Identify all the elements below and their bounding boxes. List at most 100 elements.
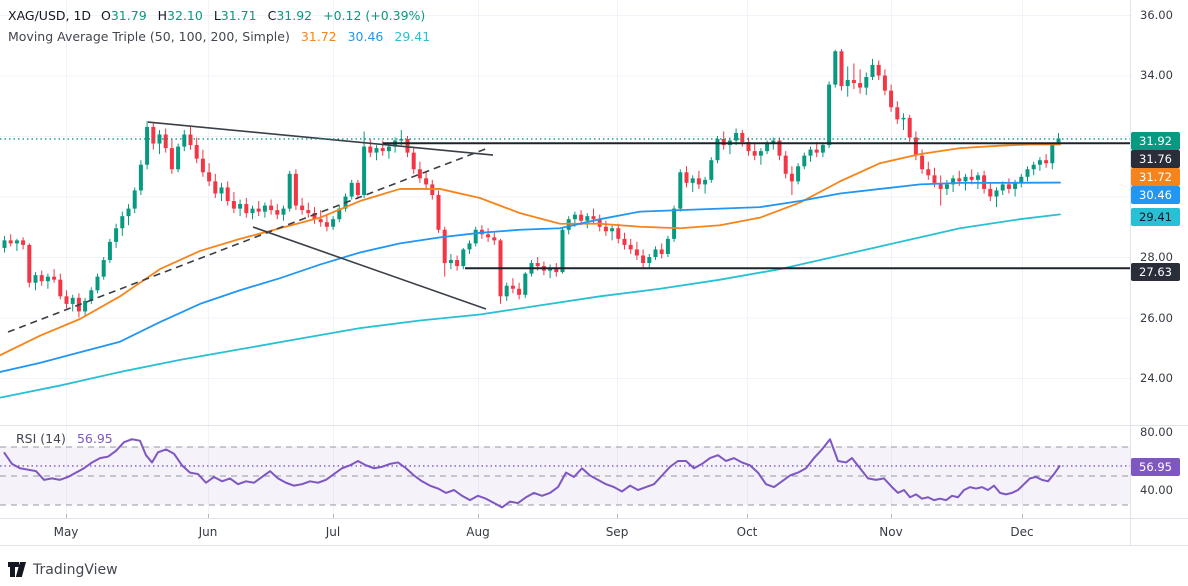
candle-body [194, 145, 199, 159]
candle-body [721, 139, 726, 146]
candle-body [405, 139, 410, 153]
ma-indicator-legend[interactable]: Moving Average Triple (50, 100, 200, Sim… [8, 29, 430, 44]
candle-body [932, 175, 937, 183]
ma-indicator-title: Moving Average Triple (50, 100, 200, Sim… [8, 29, 290, 44]
candle-body [684, 172, 689, 183]
price-badge-31.76: 31.76 [1131, 150, 1180, 168]
candle-body [64, 296, 69, 304]
candle-body [442, 229, 447, 264]
candle-body [200, 158, 205, 173]
candle-body [275, 210, 280, 215]
price-badge-29.41: 29.41 [1131, 208, 1180, 226]
candle-body [659, 249, 664, 254]
candle-body [250, 208, 255, 214]
candle-body [486, 234, 491, 238]
close-value: 31.92 [276, 8, 313, 23]
candle-body [27, 244, 32, 283]
candle-body [851, 80, 856, 84]
candle-body [182, 134, 187, 147]
candle-body [58, 279, 63, 297]
candle-body [399, 139, 404, 141]
ma50-value: 31.72 [300, 29, 337, 44]
candle-body [318, 219, 323, 223]
candle-body [746, 142, 751, 152]
candle-body [145, 126, 150, 165]
candle-body [690, 178, 695, 183]
candle-body [1044, 160, 1049, 164]
price-tick-label: 28.00 [1140, 250, 1173, 264]
candle-body [920, 155, 925, 170]
candle-body [89, 290, 94, 301]
candle-body [963, 176, 968, 182]
ma100-value: 30.46 [347, 29, 384, 44]
month-label-aug: Aug [466, 525, 490, 539]
price-tick-label: 24.00 [1140, 371, 1173, 385]
candle-body [461, 249, 466, 267]
candle-body [386, 146, 391, 152]
high-value: 32.10 [167, 8, 203, 23]
pane-separator-top[interactable] [0, 425, 1188, 426]
price-tick-label: 26.00 [1140, 311, 1173, 325]
candle-body [269, 205, 274, 211]
candle-body [287, 173, 292, 209]
candle-body [436, 194, 441, 230]
candle-body [417, 169, 422, 179]
open-label: O [101, 8, 111, 23]
candle-body [120, 216, 125, 229]
brand-wordmark: TradingView [33, 561, 118, 578]
candle-body [895, 107, 900, 120]
candle-body [244, 204, 249, 214]
rsi-indicator-legend[interactable]: RSI (14) 56.95 [16, 431, 113, 446]
candle-body [715, 139, 720, 161]
candle-body [107, 241, 112, 261]
candle-body [1019, 176, 1024, 183]
dashed-trendline[interactable] [7, 147, 488, 333]
candle-body [1031, 164, 1036, 170]
chart-canvas[interactable] [0, 0, 1130, 545]
rsi-line [3, 438, 1061, 509]
candle-body [473, 229, 478, 244]
price-badge-31.92: 31.92 [1131, 132, 1180, 150]
candle-body [256, 208, 261, 212]
time-axis-border [0, 545, 1188, 546]
sma-line-sma50 [0, 143, 1061, 357]
candle-body [938, 182, 943, 189]
candle-body [944, 184, 949, 189]
candle-body [349, 182, 354, 197]
candle-body [845, 80, 850, 87]
candle-body [603, 226, 608, 232]
low-value: 31.71 [220, 8, 257, 23]
price-axis-border [1130, 0, 1131, 545]
sma-line-sma200 [0, 213, 1061, 399]
candle-body [839, 51, 844, 87]
candle-body [616, 228, 621, 239]
candle-body [585, 216, 590, 221]
month-label-oct: Oct [736, 525, 758, 539]
trendline[interactable] [252, 226, 487, 310]
candle-body [114, 228, 119, 242]
rsi-tick-label: 40.00 [1140, 483, 1173, 497]
candle-body [504, 285, 509, 297]
candle-body [572, 214, 577, 220]
candle-body [560, 229, 565, 273]
candle-body [33, 275, 38, 283]
candle-body [176, 146, 181, 170]
candle-body [8, 240, 13, 244]
sma-line-sma100 [0, 181, 1061, 373]
candle-body [324, 222, 329, 227]
candle-body [517, 288, 522, 295]
candle-body [703, 179, 708, 185]
candle-body [238, 204, 243, 209]
candle-body [138, 164, 143, 191]
tradingview-attribution-link[interactable]: TradingView [8, 561, 118, 578]
rsi-indicator-title: RSI (14) [16, 431, 66, 446]
candle-body [994, 190, 999, 197]
candle-body [411, 152, 416, 170]
candle-body [758, 151, 763, 156]
candle-body [424, 178, 429, 185]
candle-body [665, 238, 670, 254]
symbol-legend[interactable]: XAG/USD, 1D O31.79 H32.10 L31.71 C31.92 … [8, 8, 425, 23]
candle-body [969, 176, 974, 180]
candle-body [380, 148, 385, 152]
candle-body [882, 75, 887, 91]
